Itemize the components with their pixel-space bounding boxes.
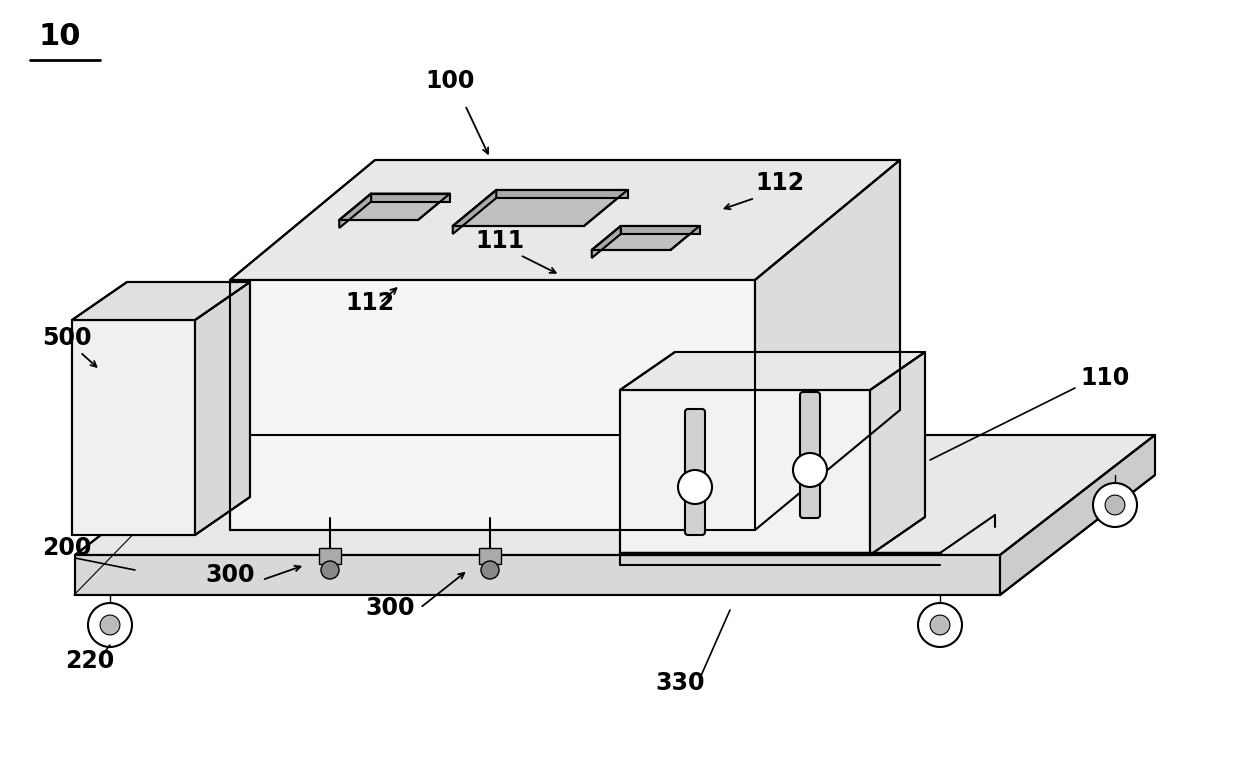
Polygon shape: [452, 190, 627, 226]
Text: 10: 10: [38, 22, 81, 51]
Circle shape: [918, 603, 961, 647]
Polygon shape: [621, 226, 700, 234]
Polygon shape: [72, 320, 195, 535]
FancyBboxPatch shape: [685, 409, 705, 535]
Text: 111: 111: [476, 229, 524, 253]
Text: 110: 110: [1080, 366, 1129, 390]
Text: 300: 300: [366, 596, 415, 620]
Polygon shape: [72, 282, 250, 320]
Polygon shape: [592, 226, 621, 258]
Polygon shape: [592, 226, 700, 250]
Polygon shape: [230, 160, 900, 280]
Text: 200: 200: [42, 536, 92, 560]
Polygon shape: [1000, 435, 1155, 595]
Polygon shape: [372, 194, 450, 202]
Polygon shape: [620, 390, 870, 555]
Polygon shape: [479, 548, 501, 564]
Polygon shape: [870, 352, 926, 555]
Circle shape: [1105, 495, 1125, 515]
Text: 112: 112: [346, 291, 394, 315]
Polygon shape: [339, 194, 372, 228]
Text: 220: 220: [66, 649, 115, 673]
Circle shape: [321, 561, 339, 579]
Polygon shape: [497, 190, 627, 198]
Text: 100: 100: [425, 69, 475, 93]
Circle shape: [100, 615, 120, 635]
Text: 330: 330: [655, 671, 705, 695]
Polygon shape: [755, 160, 900, 530]
Circle shape: [930, 615, 950, 635]
Polygon shape: [76, 555, 1000, 595]
Text: 500: 500: [42, 326, 92, 350]
Polygon shape: [230, 280, 755, 530]
Polygon shape: [76, 435, 1155, 555]
Polygon shape: [452, 190, 497, 234]
Polygon shape: [339, 194, 450, 220]
Text: 300: 300: [206, 563, 255, 587]
Polygon shape: [318, 548, 341, 564]
Circle shape: [1093, 483, 1137, 527]
Circle shape: [88, 603, 133, 647]
Polygon shape: [620, 352, 926, 390]
Circle shape: [481, 561, 499, 579]
Polygon shape: [195, 282, 250, 535]
FancyBboxPatch shape: [800, 392, 820, 518]
Circle shape: [793, 453, 826, 487]
Text: 112: 112: [755, 171, 804, 195]
Circle shape: [678, 470, 712, 504]
